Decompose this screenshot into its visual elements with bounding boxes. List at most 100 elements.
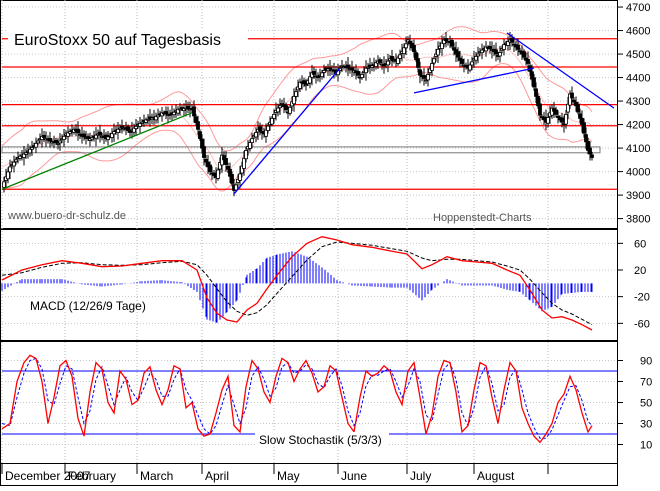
watermark-label: www.buero-dr-schulz.de (7, 210, 126, 222)
candle-body (48, 138, 52, 142)
price-y-tick-label: 4200 (626, 120, 650, 132)
candle-body (258, 126, 262, 132)
macd-label: MACD (12/26/9 Tage) (30, 299, 146, 313)
candle-body (498, 52, 502, 57)
price-y-tick-label: 4600 (626, 26, 650, 38)
candle-body (308, 76, 312, 84)
candle-body (494, 49, 498, 55)
candle-body (366, 66, 370, 69)
price-y-tick-label: 4300 (626, 96, 650, 108)
candle-body (356, 71, 360, 76)
price-range-box (1, 146, 601, 154)
candle-body (588, 147, 592, 155)
month-label: August (477, 469, 515, 483)
candle-body (2, 181, 6, 188)
candle-body (516, 44, 520, 50)
candle-body (24, 152, 28, 155)
candle-body (470, 61, 474, 66)
candle-body (42, 134, 46, 138)
candle-body (244, 150, 248, 160)
candle-body (36, 140, 40, 144)
macd-panel-frame (0, 229, 618, 341)
candle-body (270, 117, 274, 125)
candle-body (476, 53, 480, 57)
candle-body (590, 154, 594, 158)
month-label: June (341, 469, 367, 483)
candle-body (120, 125, 124, 128)
candle-body (196, 121, 200, 130)
candle-body (430, 63, 434, 71)
candle-body (554, 109, 558, 115)
candle-body (86, 136, 90, 139)
price-layer (1, 26, 617, 197)
blue-trendline (413, 67, 535, 94)
candle-body (402, 47, 406, 54)
candle-body (230, 174, 234, 184)
candle-body (422, 74, 426, 79)
candle-body (98, 131, 102, 136)
candle-body (118, 127, 122, 130)
candle-body (128, 130, 132, 133)
candle-body (312, 71, 316, 75)
candle-body (304, 84, 308, 87)
macd-y-tick-label: 60 (634, 238, 646, 250)
candle-body (116, 128, 120, 133)
candle-body (204, 158, 208, 163)
price-y-tick-label: 3900 (626, 190, 650, 202)
macd-signal-line (1, 241, 593, 326)
candle-body (234, 184, 238, 191)
candle-body (8, 166, 12, 173)
candle-body (426, 74, 430, 81)
month-label: May (277, 469, 300, 483)
macd-layer (1, 236, 593, 331)
candle-body (106, 136, 110, 141)
candle-body (34, 142, 38, 148)
candle-body (398, 54, 402, 59)
candle-body (378, 59, 382, 64)
candle-body (320, 72, 324, 78)
candle-body (404, 43, 408, 49)
candle-body (242, 157, 246, 169)
candle-body (18, 155, 22, 159)
candle-body (68, 131, 72, 134)
month-label: March (140, 469, 173, 483)
green-trendline (1, 112, 193, 190)
candle-body (364, 67, 368, 74)
candle-body (432, 58, 436, 64)
candle-body (294, 91, 298, 97)
candle-body (264, 129, 268, 137)
candle-body (76, 128, 80, 134)
stochastic-y-tick-label: 30 (640, 419, 652, 431)
candle-body (126, 126, 130, 131)
price-y-tick-label: 3800 (626, 214, 650, 226)
price-y-tick-label: 4700 (626, 2, 650, 14)
candle-body (564, 113, 568, 125)
candle-body (346, 64, 350, 69)
candle-body (444, 38, 448, 42)
candle-body (178, 108, 182, 111)
price-y-tick-label: 4500 (626, 49, 650, 61)
candle-body (584, 134, 588, 143)
candle-body (224, 158, 228, 165)
candle-body (534, 88, 538, 97)
candle-body (186, 105, 190, 109)
candle-body (272, 113, 276, 119)
candle-body (510, 38, 514, 43)
candle-body (156, 114, 160, 118)
candle-body (146, 118, 150, 121)
candle-body (216, 169, 220, 179)
candle-body (12, 161, 16, 167)
candle-body (412, 45, 416, 53)
stochastic-y-tick-label: 90 (640, 356, 652, 368)
macd-y-tick-label: 20 (634, 265, 646, 277)
candle-body (460, 58, 464, 64)
candle-body (560, 117, 564, 123)
candle-body (202, 146, 206, 158)
candle-body (198, 131, 202, 140)
candle-body (416, 58, 420, 68)
candle-body (468, 64, 472, 71)
candle-body (386, 60, 390, 66)
candle-body (582, 122, 586, 134)
candle-body (418, 69, 422, 76)
